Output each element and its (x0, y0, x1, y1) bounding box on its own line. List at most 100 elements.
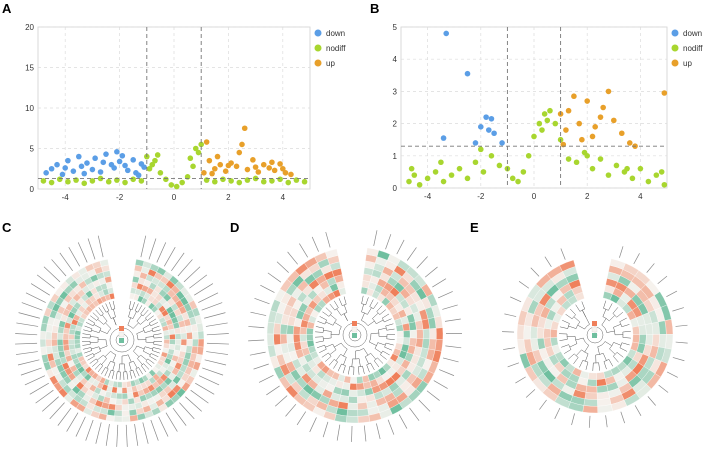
heatmap-c-dendrogram-branch (141, 307, 146, 314)
heatmap-c-dendrogram-branch (133, 323, 139, 329)
heatmap-c-heatmap-cell (127, 392, 133, 398)
heatmap-e-dendrogram-branch (602, 318, 606, 325)
plot-b-point-nodiff (646, 179, 652, 185)
heatmap-c-heatmap-cell (116, 399, 122, 405)
plot-b-point-nodiff (537, 121, 543, 127)
heatmap-c-heatmap-cell (41, 323, 48, 332)
plot-a-point-up (226, 163, 232, 169)
heatmap-d-heatmap-cell (436, 328, 443, 340)
heatmap-c-dendrogram-branch (130, 371, 132, 379)
heatmap-d-dendrogram-branch (362, 304, 364, 312)
heatmap-c-heatmap-cell (130, 415, 139, 422)
heatmap-d-dendrogram-branch (330, 304, 335, 310)
plot-a-point-down (103, 151, 109, 157)
plot-a-point-up (277, 161, 283, 167)
heatmap-c-dendrogram-branch (145, 330, 153, 332)
heatmap-c-dendrogram-branch (137, 346, 144, 349)
heatmap-d-row-label-mark (254, 364, 269, 369)
heatmap-c-dendrogram-arc (122, 355, 128, 356)
heatmap-c-heatmap-cell (106, 415, 115, 422)
heatmap-d-heatmap-cell (346, 416, 358, 423)
heatmap-c-dendrogram-branch (152, 326, 159, 329)
heatmap-d-dendrogram-branch (380, 355, 386, 360)
plot-a-legend-label-nodiff: nodiff (326, 44, 346, 53)
heatmap-e-color-key-high (592, 321, 597, 326)
heatmap-e-heatmap-cell (597, 379, 607, 387)
heatmap-c-dendrogram-branch (105, 369, 108, 376)
heatmap-c-dendrogram-branch (146, 342, 154, 343)
heatmap-c-heatmap-cell (181, 333, 187, 339)
plot-a-point-nodiff (130, 176, 136, 182)
panel-label-b: B (370, 1, 379, 16)
heatmap-d-heatmap-cell (306, 334, 313, 341)
plot-a-point-up (236, 150, 242, 156)
panel-label-c: C (2, 220, 12, 235)
heatmap-e-heatmap-cell (517, 325, 524, 340)
heatmap-d-row-label-mark (374, 230, 377, 246)
heatmap-e-dendrogram-branch (614, 342, 621, 345)
heatmap-c-heatmap-cell (169, 334, 175, 339)
heatmap-c-row-label-mark (58, 408, 71, 426)
plot-b-point-up (579, 137, 585, 143)
heatmap-c-heatmap-cell (51, 332, 57, 339)
heatmap-e-row-label-mark (634, 253, 640, 264)
heatmap-c-row-label-mark (179, 403, 194, 419)
heatmap-c-dendrogram-branch (141, 366, 146, 372)
heatmap-e-row-label-mark (572, 413, 575, 425)
heatmap-c-dendrogram-branch (135, 304, 138, 311)
heatmap-c-row-label-mark (78, 242, 87, 262)
heatmap-e-color-key-mid (592, 327, 597, 332)
plot-b-point-up (627, 140, 633, 146)
plot-a-x-tick-label: 4 (281, 193, 286, 202)
plot-a-point-nodiff (302, 179, 308, 185)
heatmap-d-heatmap-cell (416, 338, 424, 347)
heatmap-c-heatmap-cell (114, 416, 122, 422)
plot-a-point-down (43, 170, 49, 176)
heatmap-c-dendrogram-branch (82, 344, 90, 345)
heatmap-c-dendrogram-branch (88, 319, 95, 323)
heatmap-d-heatmap-cell (267, 334, 274, 346)
plot-b-point-up (606, 89, 612, 95)
heatmap-d-dendrogram-arc (339, 327, 341, 335)
heatmap-d-heatmap-cell (347, 409, 358, 416)
heatmap-d-dendrogram-branch (322, 312, 329, 317)
heatmap-c-row-label-mark (21, 368, 42, 375)
heatmap-d-dendrogram-branch (334, 301, 338, 308)
heatmap-d-dendrogram-branch (337, 309, 342, 316)
heatmap-e-row-label-mark (510, 297, 521, 302)
heatmap-c-row-label-mark (191, 390, 209, 403)
heatmap-d-heatmap-cell (358, 409, 369, 417)
heatmap-e-dendrogram-branch (585, 354, 588, 362)
heatmap-c-heatmap-cell (122, 393, 128, 399)
plot-a-point-down (111, 165, 117, 171)
plot-b-legend-label-nodiff: nodiff (683, 44, 703, 53)
heatmap-c-heatmap-cell (114, 410, 122, 416)
heatmap-d-dendrogram-branch (365, 357, 368, 364)
heatmap-e-heatmap-cell (588, 373, 597, 380)
heatmap-d-heatmap-cell (274, 334, 281, 345)
heatmap-d-dendrogram-branch (348, 367, 349, 375)
heatmap-d-dendrogram-arc (356, 348, 364, 351)
heatmap-e-row-label-mark (658, 276, 667, 284)
heatmap-c-heatmap-cell (197, 323, 204, 332)
heatmap-d-color-key-low (352, 333, 357, 338)
heatmap-d-heatmap-cell (287, 334, 294, 343)
heatmap-c-row-label-mark (22, 303, 43, 311)
plot-b-point-down (499, 140, 505, 146)
circular-heatmap-d (248, 230, 462, 442)
heatmap-c-heatmap-cell (46, 339, 52, 347)
heatmap-d-dendrogram-branch (316, 341, 324, 343)
heatmap-d-dendrogram-branch (316, 326, 324, 328)
plot-b-point-nodiff (638, 166, 644, 172)
circular-heatmap-c (15, 236, 229, 447)
panel-label-e: E (470, 220, 479, 235)
plot-a-point-up (266, 165, 272, 171)
plot-b-point-up (566, 108, 572, 114)
heatmap-c-heatmap-cell (74, 339, 80, 344)
heatmap-c-dendrogram-branch (145, 347, 153, 349)
heatmap-c-row-label-mark (141, 236, 146, 257)
heatmap-c-row-label-mark (19, 313, 40, 319)
plot-b-point-nodiff (438, 159, 444, 165)
heatmap-e-heatmap-cell (550, 329, 557, 338)
heatmap-d-dendrogram-branch (376, 320, 383, 324)
